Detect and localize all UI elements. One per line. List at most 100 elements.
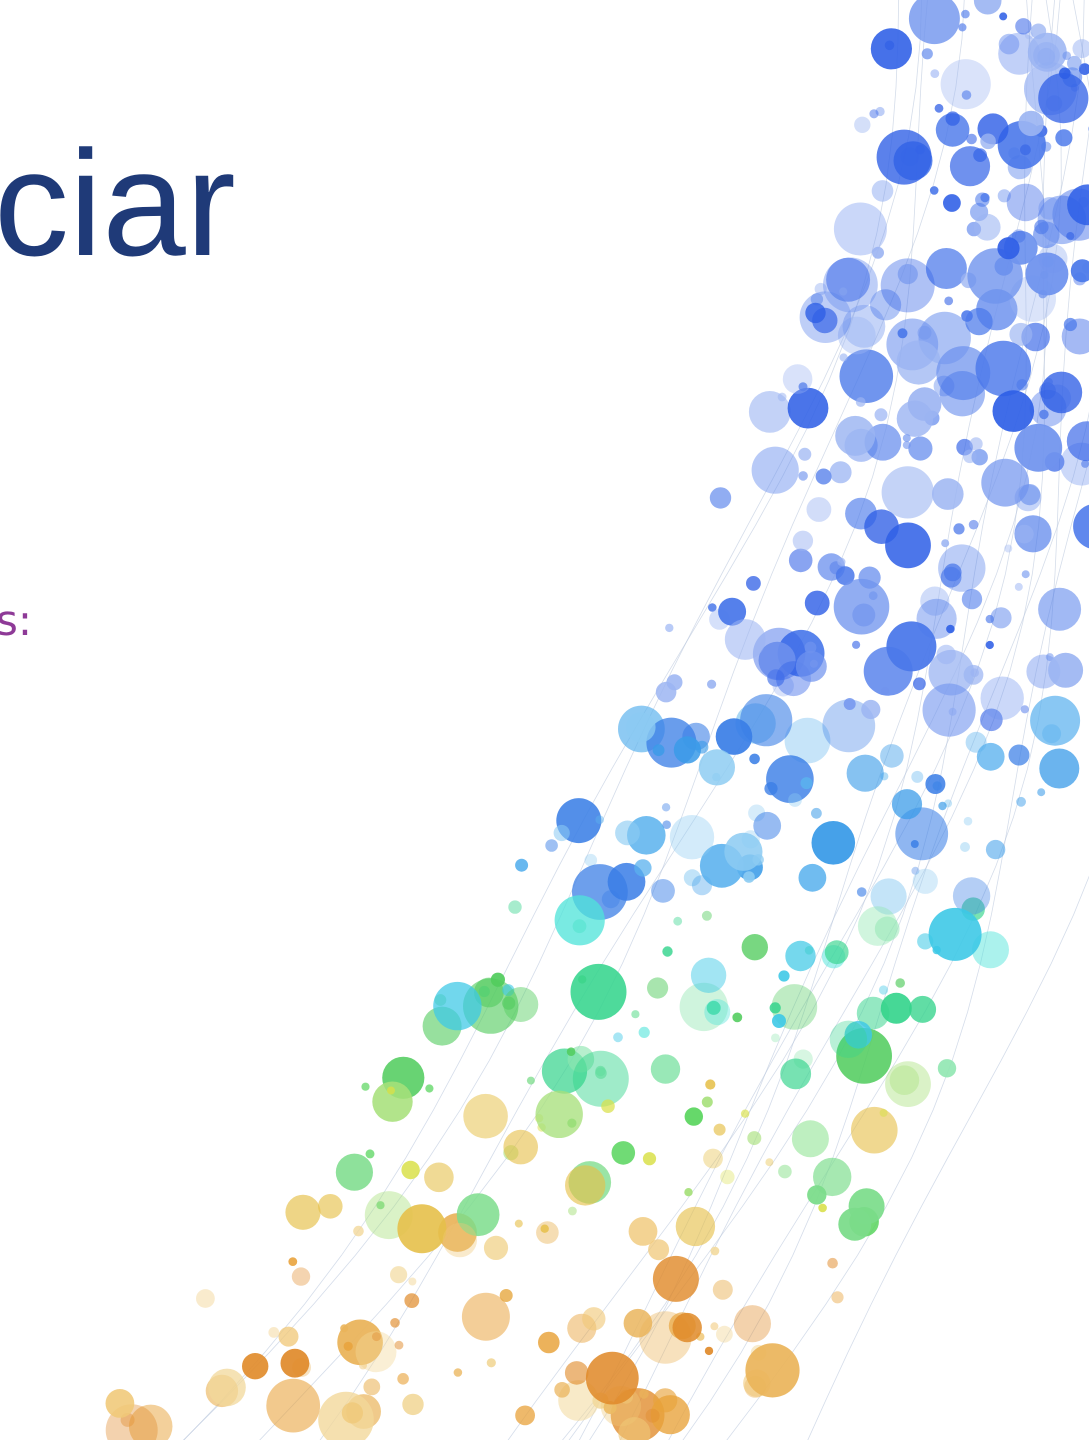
dot: [785, 941, 815, 971]
dot: [684, 1188, 692, 1196]
dot: [1015, 583, 1023, 591]
dot: [993, 390, 1035, 432]
dot: [962, 589, 982, 609]
dot: [903, 441, 911, 449]
dot: [908, 436, 932, 460]
dot: [508, 900, 521, 913]
dot: [1008, 155, 1032, 179]
dot: [812, 821, 856, 865]
dot: [941, 59, 991, 109]
dot: [752, 447, 799, 494]
dot: [361, 1083, 369, 1091]
dot: [771, 1034, 780, 1043]
dot: [662, 803, 670, 811]
dot: [463, 1094, 508, 1139]
dot: [648, 1239, 669, 1260]
dot: [740, 694, 792, 746]
dot: [1030, 696, 1080, 746]
dot: [1009, 745, 1030, 766]
dot: [953, 523, 964, 534]
dot: [909, 996, 936, 1023]
dot: [366, 1149, 375, 1158]
dot: [702, 911, 712, 921]
dot: [1016, 797, 1026, 807]
dot: [880, 1109, 888, 1117]
dot: [908, 387, 942, 421]
dot: [582, 1307, 605, 1330]
dot: [963, 450, 977, 464]
dot: [871, 28, 912, 69]
dot: [288, 1257, 297, 1266]
dot: [879, 985, 888, 994]
dot: [586, 1352, 639, 1405]
dot: [1015, 18, 1031, 34]
dot: [1038, 588, 1081, 631]
dot: [613, 1032, 623, 1042]
dot: [913, 677, 926, 690]
dot: [753, 812, 781, 840]
dot: [930, 186, 939, 195]
dot: [943, 194, 961, 212]
dot: [555, 895, 605, 945]
dot: [707, 680, 716, 689]
dot: [1055, 129, 1072, 146]
dot: [816, 469, 832, 485]
slide: ciar s: (() => { const data = JSON.parse…: [0, 0, 1089, 1440]
dot: [886, 621, 936, 671]
dot: [1022, 570, 1030, 578]
dot: [933, 946, 941, 954]
dot: [454, 1368, 463, 1377]
dot: [292, 1267, 310, 1285]
dot: [788, 793, 802, 807]
dot: [515, 1406, 535, 1426]
dot: [720, 1170, 734, 1184]
dot: [882, 466, 934, 518]
dot: [1034, 220, 1048, 234]
dot: [783, 364, 813, 394]
dot: [837, 558, 845, 566]
dot: [710, 487, 731, 508]
dot: [986, 641, 994, 649]
dot: [923, 684, 976, 737]
dot: [877, 130, 932, 185]
dot: [834, 579, 890, 635]
dot: [281, 1349, 310, 1378]
dot: [1041, 372, 1083, 414]
dot: [830, 1021, 867, 1058]
dot: [964, 817, 973, 826]
dot: [909, 0, 960, 44]
dot: [869, 109, 878, 118]
dot: [359, 1362, 367, 1370]
dot: [811, 808, 822, 819]
dot: [634, 859, 651, 876]
dot: [653, 1388, 677, 1412]
dot: [196, 1289, 215, 1308]
dot: [976, 341, 1032, 397]
dot: [397, 1373, 409, 1385]
dot: [1081, 460, 1089, 468]
dot: [852, 641, 860, 649]
dot: [805, 591, 830, 616]
dot: [402, 1394, 423, 1415]
dot: [872, 247, 884, 259]
dot: [747, 1131, 761, 1145]
dot: [462, 1293, 510, 1341]
dot: [527, 1077, 535, 1085]
dot: [545, 839, 558, 852]
dot: [799, 864, 827, 892]
dot: [662, 820, 671, 829]
dot: [643, 1152, 656, 1165]
dot: [857, 887, 867, 897]
dot: [858, 906, 898, 946]
dot: [390, 1266, 407, 1283]
dot: [615, 821, 640, 846]
dot: [363, 1379, 380, 1396]
dot: [974, 0, 1002, 15]
dot: [208, 1369, 246, 1407]
dot: [647, 977, 668, 998]
dot: [856, 397, 866, 407]
dot: [732, 1013, 742, 1023]
dot: [631, 1010, 639, 1018]
dot: [741, 1110, 749, 1118]
dot: [944, 297, 953, 306]
